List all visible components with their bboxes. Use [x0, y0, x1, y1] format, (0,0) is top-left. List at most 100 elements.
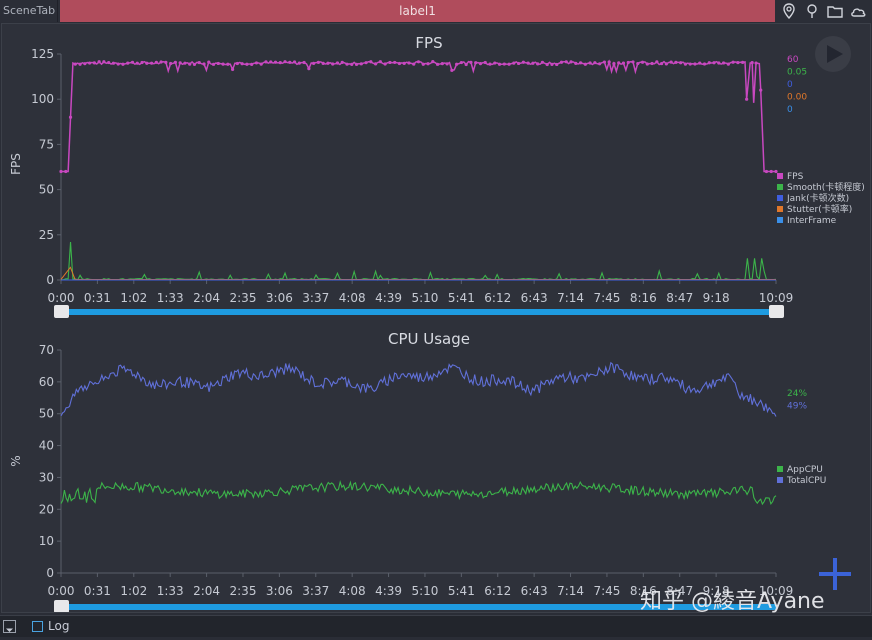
- fps-data-point: [612, 62, 616, 66]
- cpu-y-tick-label: 40: [39, 439, 54, 453]
- fps-legend-swatch: [777, 184, 783, 190]
- play-button[interactable]: [815, 36, 851, 72]
- fps-x-tick-label: 8:16: [630, 291, 657, 305]
- fps-data-point: [674, 60, 678, 64]
- fps-data-point: [259, 62, 263, 66]
- fps-data-point: [383, 62, 387, 66]
- fps-data-point: [240, 62, 244, 66]
- fps-legend-label[interactable]: Jank(卡顿次数): [786, 192, 849, 204]
- fps-data-point: [679, 61, 683, 65]
- fps-data-point: [550, 62, 554, 67]
- fps-data-point: [130, 60, 135, 64]
- fps-data-point: [154, 60, 158, 64]
- fps-data-point: [402, 61, 406, 65]
- fps-data-point: [769, 169, 773, 174]
- fps-data-point: [269, 60, 273, 64]
- fps-data-point: [636, 61, 640, 66]
- fps-data-point: [121, 62, 125, 66]
- fps-data-point: [745, 97, 749, 101]
- fps-y-tick-label: 75: [39, 137, 54, 151]
- cpu-current-value: 24%: [787, 389, 807, 399]
- fps-data-point: [73, 62, 77, 66]
- log-label: Log: [48, 619, 70, 633]
- cpu-y-axis-label: %: [9, 455, 23, 466]
- fps-data-point: [521, 60, 525, 64]
- fps-y-tick-label: 25: [39, 228, 54, 242]
- fps-series-line: [61, 59, 776, 173]
- fps-data-point: [455, 62, 459, 66]
- fps-data-point: [507, 62, 511, 66]
- fps-data-point: [650, 61, 654, 66]
- fps-data-point: [407, 61, 411, 65]
- fps-y-tick-label: 50: [39, 183, 54, 197]
- fps-data-point: [107, 60, 111, 65]
- fps-legend-swatch: [777, 195, 783, 201]
- fps-x-tick-label: 2:04: [193, 291, 220, 305]
- fps-data-point: [345, 62, 349, 66]
- fps-data-point: [574, 61, 578, 65]
- fps-data-point: [202, 62, 206, 66]
- cpu-slider-handle-left[interactable]: [54, 600, 69, 612]
- fps-data-point: [555, 62, 559, 67]
- fps-data-point: [450, 68, 454, 72]
- fps-data-point: [569, 60, 573, 64]
- bottom-bar: Log: [0, 615, 872, 637]
- cpu-range-slider[interactable]: [54, 600, 776, 612]
- fps-slider-handle-right[interactable]: [769, 305, 784, 318]
- active-tab[interactable]: label1: [60, 0, 775, 22]
- fps-data-point: [445, 62, 449, 66]
- dropdown-button[interactable]: [3, 620, 16, 633]
- folder-icon[interactable]: [826, 2, 844, 20]
- fps-data-point: [278, 61, 282, 65]
- pin-icon[interactable]: [803, 2, 821, 20]
- fps-data-point: [741, 60, 745, 65]
- fps-data-point: [369, 60, 373, 64]
- cloud-icon[interactable]: [849, 2, 867, 20]
- watermark: 知乎 @綾音Ayane: [640, 589, 825, 614]
- fps-data-point: [116, 62, 120, 66]
- fps-data-point: [731, 60, 735, 64]
- fps-range-slider[interactable]: [54, 305, 784, 318]
- fps-x-tick-label: 7:45: [593, 291, 620, 305]
- fps-data-point: [693, 62, 697, 66]
- fps-data-point: [564, 60, 568, 64]
- fps-legend-label[interactable]: Stutter(卡顿率): [787, 203, 852, 215]
- fps-data-point: [583, 62, 587, 66]
- fps-data-point: [588, 61, 592, 65]
- chevron-down-icon: [6, 628, 13, 632]
- cpu-y-tick-label: 10: [39, 534, 54, 548]
- cpu-legend-label[interactable]: TotalCPU: [786, 476, 826, 486]
- add-button[interactable]: [819, 558, 851, 590]
- cpu-legend-label[interactable]: AppCPU: [787, 465, 823, 475]
- fps-data-point: [578, 61, 583, 65]
- play-icon: [827, 45, 843, 63]
- fps-current-value: 0: [787, 80, 793, 90]
- fps-data-point: [312, 61, 316, 65]
- fps-data-point: [712, 61, 716, 65]
- fps-data-point: [540, 60, 545, 64]
- fps-data-point: [440, 61, 444, 66]
- fps-x-tick-label: 4:39: [375, 291, 402, 305]
- fps-slider-handle-left[interactable]: [54, 305, 69, 318]
- cpu-x-tick-label: 0:00: [48, 584, 75, 598]
- cpu-x-tick-label: 10:09: [759, 584, 794, 598]
- cpu-current-value: 49%: [787, 402, 807, 412]
- fps-legend-label[interactable]: Smooth(卡顿程度): [787, 181, 865, 193]
- location-icon[interactable]: [780, 2, 798, 20]
- cpu-x-tick-label: 1:02: [120, 584, 147, 598]
- cpu-y-tick-label: 70: [39, 343, 54, 357]
- cpu-y-tick-label: 20: [39, 502, 54, 516]
- log-checkbox[interactable]: [32, 621, 43, 632]
- fps-data-point: [502, 62, 506, 66]
- scene-tab[interactable]: SceneTab: [0, 0, 58, 22]
- fps-data-point: [164, 60, 168, 64]
- fps-x-tick-label: 1:33: [157, 291, 184, 305]
- fps-data-point: [426, 62, 430, 66]
- total-cpu-series-line: [60, 361, 777, 417]
- fps-data-point: [97, 60, 101, 64]
- fps-legend-label[interactable]: InterFrame: [787, 216, 837, 226]
- fps-data-point: [397, 61, 402, 66]
- fps-current-value: 60: [787, 55, 799, 65]
- cpu-y-tick-label: 0: [46, 566, 54, 580]
- fps-legend-label[interactable]: FPS: [787, 172, 804, 182]
